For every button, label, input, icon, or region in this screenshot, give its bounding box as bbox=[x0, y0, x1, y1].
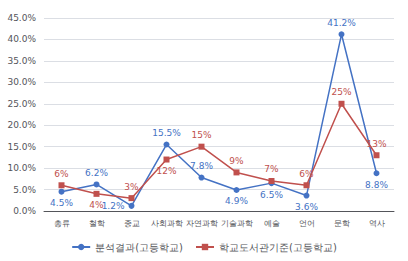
svg-text:언어: 언어 bbox=[299, 219, 315, 228]
svg-text:종교: 종교 bbox=[124, 219, 140, 228]
svg-text:예술: 예술 bbox=[264, 219, 280, 228]
svg-text:문학: 문학 bbox=[334, 219, 350, 228]
svg-text:기술과학: 기술과학 bbox=[221, 219, 253, 228]
svg-text:4%: 4% bbox=[89, 200, 104, 210]
svg-text:13%: 13% bbox=[366, 139, 386, 149]
svg-text:20.0%: 20.0% bbox=[7, 120, 36, 130]
svg-text:15.0%: 15.0% bbox=[7, 142, 36, 152]
svg-text:분석결과(고등학교): 분석결과(고등학교) bbox=[95, 242, 183, 253]
svg-text:25%: 25% bbox=[331, 87, 351, 97]
svg-text:7%: 7% bbox=[264, 164, 279, 174]
svg-text:15%: 15% bbox=[191, 130, 211, 140]
svg-text:4.9%: 4.9% bbox=[225, 196, 248, 206]
svg-text:40.0%: 40.0% bbox=[7, 34, 36, 44]
svg-text:8.8%: 8.8% bbox=[365, 180, 388, 190]
svg-text:6.5%: 6.5% bbox=[260, 190, 283, 200]
svg-text:0.0%: 0.0% bbox=[13, 206, 36, 216]
svg-text:역사: 역사 bbox=[369, 219, 385, 228]
svg-text:41.2%: 41.2% bbox=[327, 18, 356, 28]
svg-text:30.0%: 30.0% bbox=[7, 77, 36, 87]
svg-text:3%: 3% bbox=[124, 182, 139, 192]
svg-text:총류: 총류 bbox=[54, 219, 70, 228]
svg-text:10.0%: 10.0% bbox=[7, 163, 36, 173]
svg-text:15.5%: 15.5% bbox=[152, 128, 181, 138]
svg-text:6%: 6% bbox=[54, 169, 69, 179]
svg-text:45.0%: 45.0% bbox=[7, 13, 36, 23]
svg-text:6%: 6% bbox=[299, 169, 314, 179]
svg-text:4.5%: 4.5% bbox=[50, 198, 73, 208]
svg-text:12%: 12% bbox=[156, 166, 176, 176]
svg-text:7.8%: 7.8% bbox=[190, 161, 213, 171]
svg-text:3.6%: 3.6% bbox=[295, 202, 318, 212]
svg-text:철학: 철학 bbox=[89, 219, 105, 228]
svg-text:25.0%: 25.0% bbox=[7, 99, 36, 109]
svg-text:5.0%: 5.0% bbox=[13, 185, 36, 195]
svg-text:35.0%: 35.0% bbox=[7, 56, 36, 66]
svg-text:6.2%: 6.2% bbox=[85, 168, 108, 178]
svg-text:학교도서관기준(고등학교): 학교도서관기준(고등학교) bbox=[219, 242, 337, 253]
svg-text:9%: 9% bbox=[229, 156, 244, 166]
svg-text:1.2%: 1.2% bbox=[102, 201, 125, 211]
svg-text:사회과학: 사회과학 bbox=[151, 219, 183, 228]
svg-text:자연과학: 자연과학 bbox=[186, 219, 218, 228]
